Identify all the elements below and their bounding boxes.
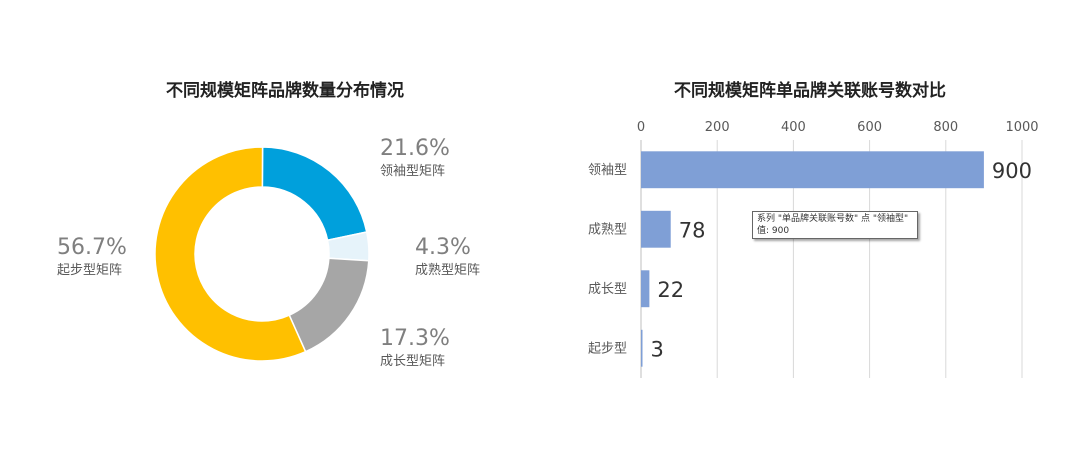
bar-0[interactable]	[641, 151, 984, 189]
donut-slice-3[interactable]	[154, 146, 307, 362]
donut-percent-label-2: 17.3%	[380, 326, 450, 351]
bar-chart[interactable]: 0 200 400 600 800 1000 领袖型 900 成熟型 78 成长型 22 起步型 3	[588, 120, 1039, 378]
donut-slice-0[interactable]	[261, 146, 368, 242]
tooltip-series-line: 系列 "单品牌关联账号数" 点 "领袖型"	[757, 214, 909, 224]
donut-percent-label-0: 21.6%	[380, 136, 450, 161]
donut-category-label-1: 成熟型矩阵	[415, 262, 480, 278]
bar-value-label-2: 22	[657, 278, 684, 302]
donut-percent-label-3: 56.7%	[57, 235, 127, 260]
y-category-label-2: 成长型	[588, 282, 627, 297]
bar-3[interactable]	[641, 329, 643, 367]
chart-tooltip: 系列 "单品牌关联账号数" 点 "领袖型" 值: 900	[752, 211, 918, 239]
tooltip-value-line: 值: 900	[757, 226, 790, 236]
x-tick-label-0: 0	[637, 120, 645, 135]
y-category-label-1: 成熟型	[588, 221, 627, 237]
x-tick-label-3: 600	[857, 120, 882, 135]
bar-value-label-3: 3	[651, 337, 664, 361]
donut-slice-2[interactable]	[288, 257, 370, 353]
x-tick-label-2: 400	[781, 120, 806, 135]
x-tick-label-5: 1000	[1005, 120, 1038, 135]
bar-value-label-0: 900	[992, 159, 1032, 183]
x-tick-label-1: 200	[705, 120, 730, 135]
bar-value-label-1: 78	[679, 218, 706, 242]
bar-chart-title: 不同规模矩阵单品牌关联账号数对比	[674, 81, 946, 101]
donut-category-label-2: 成长型矩阵	[380, 354, 445, 369]
y-category-label-3: 起步型	[588, 341, 627, 356]
donut-percent-label-1: 4.3%	[415, 235, 471, 260]
bar-2[interactable]	[641, 270, 650, 308]
donut-labels: 21.6% 领袖型矩阵 4.3% 成熟型矩阵 17.3% 成长型矩阵 56.7% 起步型矩阵	[57, 136, 480, 369]
donut-chart[interactable]	[154, 146, 370, 362]
x-tick-label-4: 800	[933, 120, 958, 135]
donut-category-label-0: 领袖型矩阵	[380, 164, 445, 179]
y-category-label-0: 领袖型	[588, 163, 627, 178]
donut-category-label-3: 起步型矩阵	[57, 263, 122, 278]
bar-1[interactable]	[641, 210, 671, 248]
donut-chart-title: 不同规模矩阵品牌数量分布情况	[166, 81, 404, 101]
